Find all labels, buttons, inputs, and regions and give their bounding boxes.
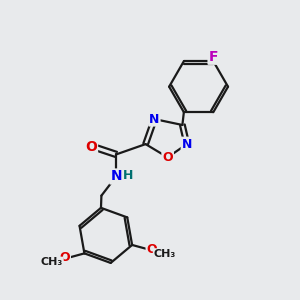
Text: N: N (182, 138, 192, 151)
Text: N: N (110, 169, 122, 184)
Text: O: O (85, 140, 97, 154)
Text: CH₃: CH₃ (41, 257, 63, 267)
Text: O: O (59, 251, 70, 264)
Text: CH₃: CH₃ (153, 249, 176, 259)
Text: F: F (208, 50, 218, 64)
Text: O: O (162, 151, 173, 164)
Text: O: O (146, 243, 157, 256)
Text: N: N (149, 112, 160, 126)
Text: H: H (123, 169, 133, 182)
